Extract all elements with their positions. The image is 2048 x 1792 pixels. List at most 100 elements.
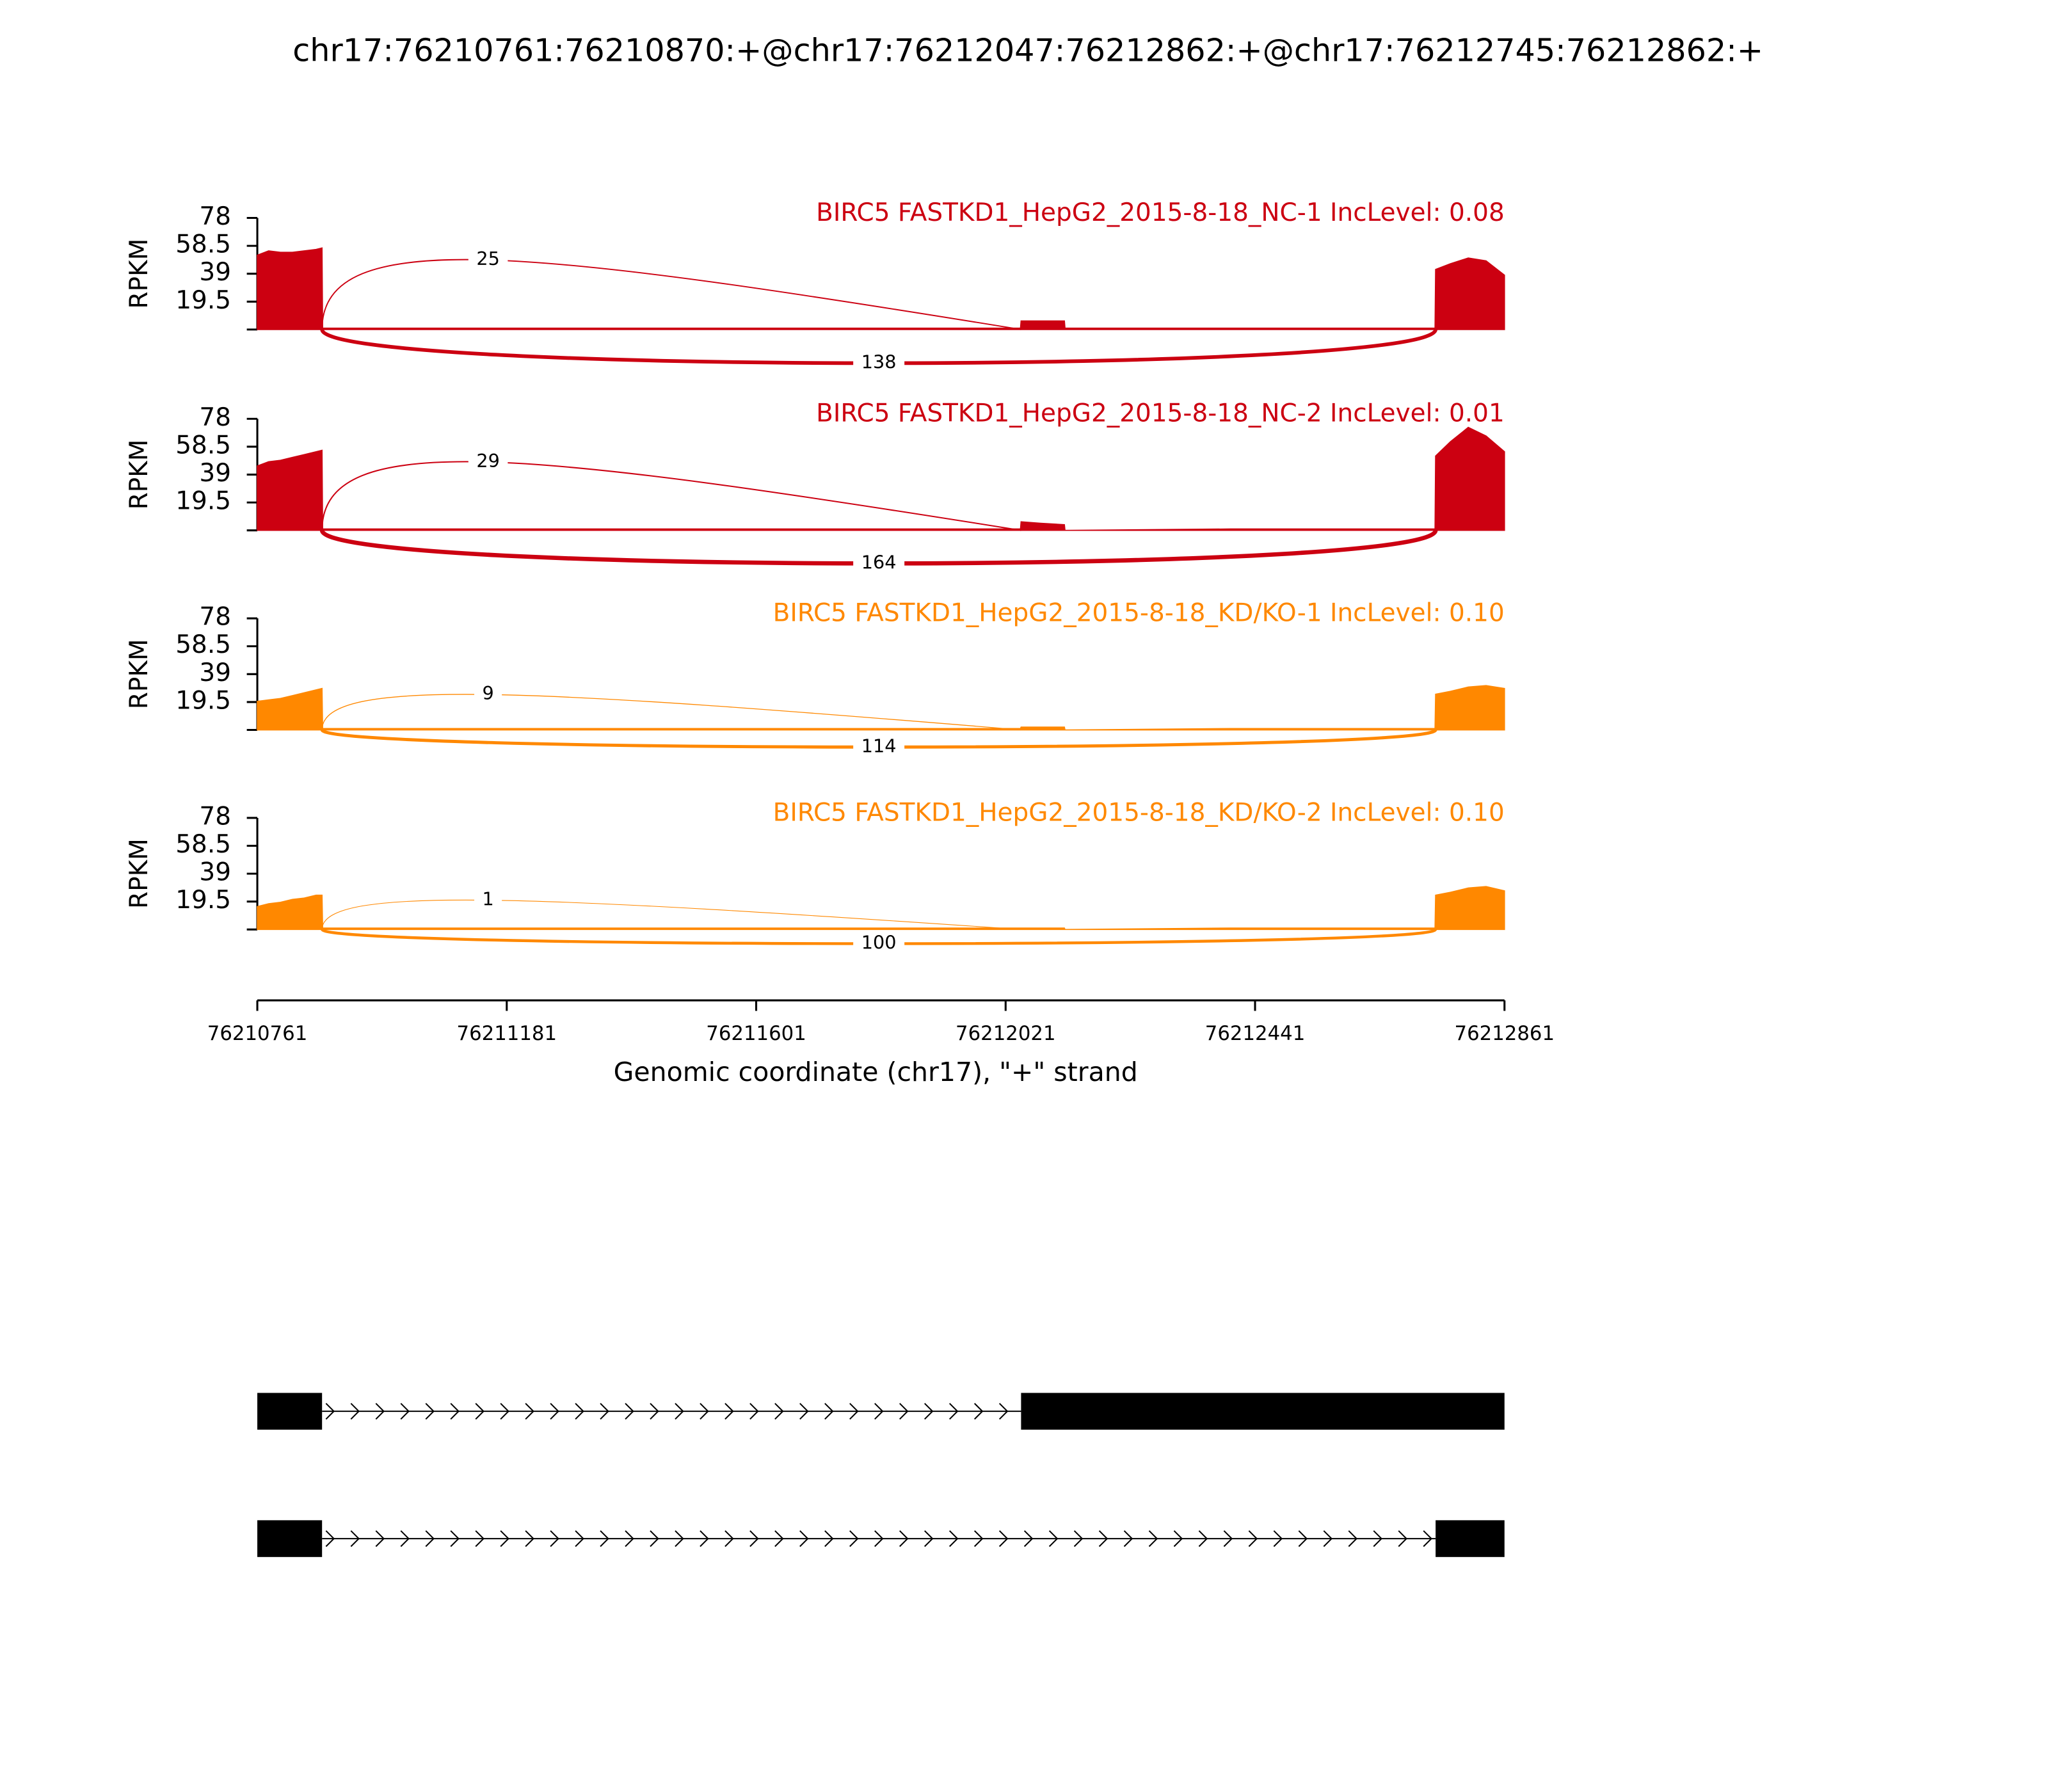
strand-chevron [874, 1403, 884, 1420]
strand-chevron [1098, 1530, 1108, 1548]
strand-chevron [375, 1403, 385, 1420]
strand-chevron [1148, 1530, 1158, 1548]
strand-chevron [625, 1530, 634, 1548]
junction-label-bg [474, 682, 502, 707]
strand-chevron [1073, 1530, 1084, 1548]
junction-label-bg [853, 551, 905, 575]
coverage-area [257, 685, 1505, 731]
strand-chevron [550, 1530, 559, 1548]
junction-label: 9 [482, 682, 493, 704]
strand-chevron [625, 1403, 634, 1420]
strand-chevron [774, 1403, 784, 1420]
y-tick-label: 58.5 [175, 830, 231, 859]
junction-label: 29 [476, 450, 500, 472]
strand-chevron [525, 1403, 534, 1420]
junction-arc [321, 899, 1021, 930]
y-tick-label: 19.5 [175, 286, 231, 315]
strand-chevron [924, 1530, 934, 1548]
strand-chevron [1423, 1530, 1432, 1548]
strand-chevron [600, 1530, 609, 1548]
strand-chevron [1198, 1530, 1208, 1548]
x-tick-label: 76211181 [457, 1022, 557, 1045]
junction-label-bg [474, 888, 502, 912]
strand-chevron [1323, 1530, 1333, 1548]
junction-label-bg [853, 351, 905, 375]
y-tick-label: 39 [199, 258, 231, 287]
strand-chevron [1023, 1530, 1034, 1548]
strand-chevron [899, 1530, 909, 1548]
strand-chevron [450, 1403, 460, 1420]
strand-chevron [749, 1530, 759, 1548]
y-tick-label: 39 [199, 659, 231, 687]
strand-chevron [724, 1530, 734, 1548]
strand-chevron [849, 1530, 859, 1548]
junction-label: 100 [861, 931, 897, 953]
strand-chevron [799, 1403, 809, 1420]
exon [257, 1393, 323, 1430]
y-tick-label: 58.5 [175, 431, 231, 460]
strand-chevron [774, 1530, 784, 1548]
strand-chevron [1273, 1530, 1283, 1548]
strand-chevron [1348, 1530, 1358, 1548]
strand-chevron [450, 1530, 460, 1548]
strand-chevron [600, 1403, 609, 1420]
strand-chevron [650, 1530, 659, 1548]
track-title: BIRC5 FASTKD1_HepG2_2015-8-18_KD/KO-1 In… [773, 599, 1505, 628]
y-tick-label: 19.5 [175, 886, 231, 915]
y-tick-label: 58.5 [175, 230, 231, 259]
y-tick-label: 78 [199, 603, 231, 632]
track-title: BIRC5 FASTKD1_HepG2_2015-8-18_KD/KO-2 In… [773, 798, 1505, 827]
junction-label: 164 [861, 551, 897, 573]
strand-chevron [849, 1403, 859, 1420]
strand-chevron [1373, 1530, 1383, 1548]
y-tick-label: 58.5 [175, 630, 231, 659]
strand-chevron [675, 1530, 684, 1548]
strand-chevron [998, 1530, 1009, 1548]
y-tick-label: 39 [199, 858, 231, 887]
x-axis-label: Genomic coordinate (chr17), "+" strand [614, 1057, 1138, 1087]
junction-label-bg [853, 735, 905, 759]
strand-chevron [550, 1403, 559, 1420]
strand-chevron [1298, 1530, 1308, 1548]
strand-chevron [1173, 1530, 1183, 1548]
y-axis-label: RPKM [125, 440, 154, 510]
junction-arc [321, 694, 1021, 731]
strand-chevron [824, 1403, 834, 1420]
junction-label-bg [468, 248, 508, 272]
strand-chevron [1223, 1530, 1233, 1548]
strand-chevron [724, 1403, 734, 1420]
junction-label-bg [853, 931, 905, 956]
y-tick-label: 78 [199, 802, 231, 831]
y-tick-label: 78 [199, 403, 231, 432]
strand-chevron [325, 1530, 335, 1548]
y-tick-label: 19.5 [175, 487, 231, 516]
strand-chevron [1398, 1530, 1408, 1548]
strand-chevron [500, 1403, 509, 1420]
coverage-area [257, 886, 1505, 931]
strand-chevron [675, 1403, 684, 1420]
y-axis-label: RPKM [125, 639, 154, 709]
coverage-area [257, 247, 1505, 330]
strand-chevron [375, 1530, 385, 1548]
junction-label: 138 [861, 351, 897, 372]
junction-arc [321, 461, 1021, 531]
junction-arc [321, 259, 1021, 330]
strand-chevron [575, 1403, 584, 1420]
strand-chevron [475, 1530, 484, 1548]
strand-chevron [948, 1530, 959, 1548]
strand-chevron [575, 1530, 584, 1548]
strand-chevron [425, 1403, 435, 1420]
x-tick-label: 76210761 [207, 1022, 308, 1045]
strand-chevron [824, 1530, 834, 1548]
strand-chevron [425, 1530, 435, 1548]
coverage-area [257, 426, 1505, 531]
strand-chevron [749, 1403, 759, 1420]
strand-chevron [400, 1530, 410, 1548]
strand-chevron [1048, 1530, 1059, 1548]
x-tick-label: 76211601 [706, 1022, 806, 1045]
strand-chevron [899, 1403, 909, 1420]
strand-chevron [874, 1530, 884, 1548]
x-tick-label: 76212021 [956, 1022, 1056, 1045]
strand-chevron [325, 1403, 335, 1420]
